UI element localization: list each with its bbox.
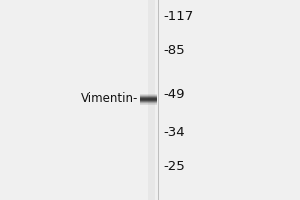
Text: -85: -85 — [164, 45, 185, 58]
Text: -25: -25 — [164, 160, 185, 173]
Bar — [140, 99, 157, 100]
Bar — [140, 97, 157, 98]
Text: -49: -49 — [164, 88, 185, 100]
Bar — [140, 98, 157, 99]
Bar — [140, 101, 157, 102]
Bar — [148, 0, 155, 200]
Bar — [140, 96, 157, 97]
Bar — [140, 94, 157, 95]
Text: Vimentin-: Vimentin- — [81, 92, 138, 106]
Bar — [140, 102, 157, 103]
Bar — [140, 95, 157, 96]
Bar — [140, 103, 157, 104]
Bar — [140, 100, 157, 101]
Text: -117: -117 — [164, 10, 194, 23]
Text: -34: -34 — [164, 127, 185, 140]
